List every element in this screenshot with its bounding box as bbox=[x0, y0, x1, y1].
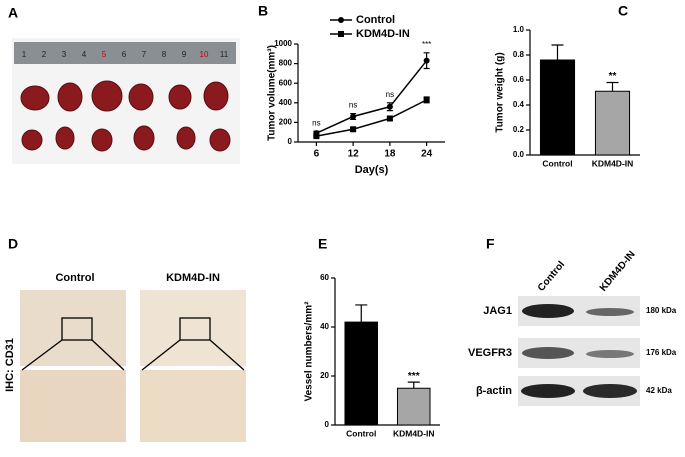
western-blot bbox=[518, 296, 640, 406]
bar bbox=[344, 321, 379, 426]
tumor-photo bbox=[12, 38, 240, 164]
ruler-label: 7 bbox=[142, 50, 147, 59]
y-tick-label: 60 bbox=[320, 273, 329, 282]
band-size: 180 kDa bbox=[646, 306, 677, 315]
band-label: JAG1 bbox=[483, 305, 512, 317]
y-tick-label: 0.4 bbox=[513, 100, 525, 109]
x-tick-label: KDM4D-IN bbox=[592, 158, 634, 168]
band-label: VEGFR3 bbox=[468, 347, 512, 359]
bar bbox=[594, 90, 631, 156]
x-tick-label: 12 bbox=[348, 149, 360, 160]
panel-letter: D bbox=[8, 236, 18, 252]
panel-letter: A bbox=[8, 5, 18, 21]
band-size: 42 kDa bbox=[646, 386, 672, 395]
ruler-label: 8 bbox=[162, 50, 167, 59]
panel-letter: B bbox=[258, 3, 268, 19]
y-axis-label: Tumor weight (g) bbox=[495, 52, 506, 132]
y-tick-label: 40 bbox=[320, 322, 329, 331]
annotation: ns bbox=[349, 101, 357, 110]
marker bbox=[386, 115, 393, 122]
y-tick-label: 0 bbox=[288, 137, 293, 146]
error-bar bbox=[407, 381, 420, 389]
ruler-label: 10 bbox=[200, 50, 209, 59]
annotation: ns bbox=[386, 90, 394, 99]
marker bbox=[350, 113, 357, 120]
marker bbox=[423, 57, 430, 64]
marker bbox=[423, 96, 430, 103]
panel-letter: C bbox=[618, 3, 628, 19]
y-axis-label: Tumor volume(mm³) bbox=[267, 45, 278, 141]
y-tick-label: 400 bbox=[279, 98, 293, 107]
x-axis-label: Day(s) bbox=[355, 164, 389, 176]
band-label: β-actin bbox=[476, 385, 512, 397]
ruler-label: 3 bbox=[62, 50, 67, 59]
marker bbox=[386, 103, 393, 110]
legend-label: Control bbox=[356, 14, 395, 26]
column-label: Control bbox=[55, 272, 94, 284]
x-tick-label: KDM4D-IN bbox=[393, 428, 435, 438]
error-bar bbox=[355, 304, 368, 323]
y-tick-label: 0 bbox=[325, 420, 330, 429]
annotation: ** bbox=[609, 71, 617, 82]
ruler-label: 6 bbox=[122, 50, 127, 59]
ruler-label: 11 bbox=[220, 50, 229, 59]
y-axis-label: Vessel numbers/mm² bbox=[304, 301, 315, 402]
bar bbox=[539, 59, 576, 156]
ruler-label: 9 bbox=[182, 50, 187, 59]
y-tick-label: 0.0 bbox=[513, 150, 525, 159]
y-tick-label: 1.0 bbox=[513, 25, 525, 34]
column-label: Control bbox=[536, 259, 567, 293]
panel-letter: F bbox=[486, 236, 495, 252]
error-bar bbox=[606, 81, 619, 92]
x-tick-label: 6 bbox=[314, 149, 320, 160]
ruler-label: 1 bbox=[22, 50, 27, 59]
y-tick-label: 1000 bbox=[274, 39, 292, 48]
ruler-label: 2 bbox=[42, 50, 47, 59]
y-tick-label: 0.2 bbox=[513, 125, 525, 134]
line bbox=[316, 99, 427, 137]
band-size: 176 kDa bbox=[646, 348, 677, 357]
y-tick-label: 600 bbox=[279, 78, 293, 87]
line bbox=[316, 60, 428, 134]
x-tick-label: Control bbox=[542, 158, 572, 168]
annotation: ns bbox=[312, 118, 320, 127]
legend-label: KDM4D-IN bbox=[356, 28, 410, 40]
annotation: *** bbox=[408, 371, 420, 382]
annotation: *** bbox=[422, 40, 431, 49]
x-tick-label: 18 bbox=[384, 149, 396, 160]
ruler-label: 5 bbox=[102, 50, 107, 59]
marker bbox=[313, 133, 320, 140]
y-tick-label: 0.6 bbox=[513, 75, 525, 84]
bar bbox=[396, 387, 431, 426]
y-tick-label: 0.8 bbox=[513, 50, 525, 59]
ihc-images bbox=[20, 290, 246, 442]
ruler-label: 4 bbox=[82, 50, 87, 59]
legend-marker bbox=[338, 17, 344, 23]
x-tick-label: Control bbox=[346, 428, 376, 438]
error-bar bbox=[551, 44, 564, 60]
x-tick-label: 24 bbox=[421, 149, 433, 160]
y-tick-label: 20 bbox=[320, 371, 329, 380]
marker bbox=[350, 126, 357, 133]
column-label: KDM4D-IN bbox=[598, 249, 638, 294]
y-tick-label: 800 bbox=[279, 59, 293, 68]
legend-marker bbox=[338, 31, 344, 37]
row-label: IHC: CD31 bbox=[4, 338, 16, 392]
panel-letter: E bbox=[318, 236, 327, 252]
y-tick-label: 200 bbox=[279, 118, 293, 127]
column-label: KDM4D-IN bbox=[166, 272, 220, 284]
